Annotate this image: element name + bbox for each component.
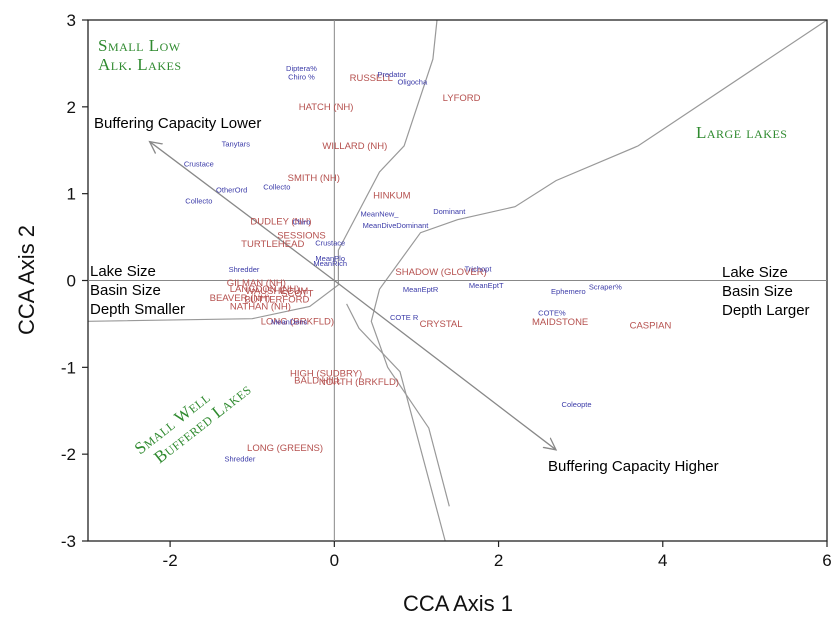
- group-label-line: Small Low: [98, 36, 181, 55]
- y-axis-title: CCA Axis 2: [14, 225, 39, 335]
- taxon-label: Trichopt: [465, 264, 493, 273]
- x-tick-label: 4: [658, 551, 667, 570]
- taxon-label: Scraper%: [589, 283, 622, 292]
- y-tick-label: -3: [61, 532, 76, 551]
- lake-label: SCOTT: [281, 289, 313, 300]
- taxon-label: MeanRich: [313, 259, 347, 268]
- y-tick-label: 3: [67, 11, 76, 30]
- lake-label: BEAVER (NH): [210, 293, 271, 304]
- taxon-label: Crustace: [184, 159, 214, 168]
- group-boundary-lines: [87, 19, 828, 542]
- gradient-label: Buffering Capacity Higher: [548, 458, 719, 475]
- taxon-label: MeanDens: [271, 317, 308, 326]
- lake-label: WAUSHECUM: [245, 286, 308, 297]
- taxon-label: Dominant: [396, 221, 429, 230]
- taxon-label: OtherOrd: [216, 185, 247, 194]
- gradient-label: Depth Smaller: [90, 301, 185, 318]
- taxon-label: Collecto: [185, 197, 212, 206]
- buffering-gradient-vectors: [150, 142, 556, 450]
- taxon-label: Shredder: [224, 455, 255, 464]
- gradient-label: Buffering Capacity Lower: [94, 115, 261, 132]
- lake-label: CASPIAN: [630, 321, 672, 332]
- y-tick-label: -1: [61, 358, 76, 377]
- taxon-label: COTE R: [390, 313, 419, 322]
- lake-label: LONG (GREENS): [247, 443, 323, 454]
- taxon-label: Diptera%: [286, 64, 317, 73]
- y-tick-label: -2: [61, 445, 76, 464]
- vector-arrow-2: [333, 279, 556, 450]
- lake-label: DUDLEY (NH): [250, 216, 311, 227]
- group-label-line: Alk. Lakes: [98, 55, 182, 74]
- gradient-label: Lake Size: [90, 263, 156, 280]
- ordination-labels: RUSSELL LYFORD HATCH (NH) WILLARD (NH) SMITH…: [184, 64, 672, 464]
- taxon-label: Ephemero: [551, 287, 586, 296]
- vector-arrow-1: [150, 142, 335, 282]
- lake-label: LONG (BRKFLD): [261, 316, 334, 327]
- gradient-label: Lake Size: [722, 264, 788, 281]
- group-label-line: Large lakes: [696, 123, 787, 142]
- taxon-label: Crustace: [315, 238, 345, 247]
- lake-label: LYFORD: [443, 93, 481, 104]
- lake-label: LANGDON (NH): [230, 284, 300, 295]
- lake-label: BUTTERFORD: [244, 295, 309, 306]
- taxon-label: Chiro %: [288, 72, 315, 81]
- taxon-label: MeanDive: [363, 221, 397, 230]
- taxon-label: Tanytars: [222, 139, 251, 148]
- taxon-label: Predator: [377, 70, 406, 79]
- taxon-label: Oligocha: [398, 78, 428, 87]
- lake-label: CRYSTAL: [420, 319, 463, 330]
- lake-label: WILLARD (NH): [322, 141, 387, 152]
- gradient-label: Basin Size: [722, 283, 793, 300]
- taxon-label: Chiro: [293, 217, 311, 226]
- y-tick-label: 1: [67, 185, 76, 204]
- lake-label: HINKUM: [373, 190, 411, 201]
- lake-label: NORTH (BRKFLD): [319, 377, 399, 388]
- lake-label: BALD HILL: [294, 375, 342, 386]
- lake-label: SHADOW (GLOVER): [395, 267, 486, 278]
- taxon-label: Shredder: [229, 265, 260, 274]
- group-label: Large lakes: [696, 123, 787, 142]
- x-axis-title: CCA Axis 1: [403, 591, 513, 616]
- taxon-label: MeanNew_: [361, 210, 400, 219]
- taxon-label: Dominant: [433, 207, 466, 216]
- x-tick-label: 0: [330, 551, 339, 570]
- taxon-label: COTE%: [538, 309, 566, 318]
- lake-label: HIGH (SUDBRY): [290, 368, 362, 379]
- taxon-label: Collecto: [263, 183, 290, 192]
- lake-label: TURTLEHEAD: [241, 239, 304, 250]
- lake-label: NATHAN (NH): [230, 302, 291, 313]
- taxon-label: MeanEptR: [403, 285, 439, 294]
- plot-frame: -2 0 2 4 6 -3 -2 -1 0 1 2 3: [61, 11, 832, 570]
- lake-label: SMITH (NH): [288, 173, 340, 184]
- taxon-label: MeanPlo: [315, 254, 345, 263]
- lake-label: SESSIONS: [277, 230, 326, 241]
- taxon-label: Coleopte: [562, 400, 592, 409]
- gradient-label: Depth Larger: [722, 302, 810, 319]
- y-tick-label: 0: [67, 272, 76, 291]
- boundary-line-1: [87, 19, 438, 322]
- lake-label: MAIDSTONE: [532, 317, 588, 328]
- y-tick-label: 2: [67, 98, 76, 117]
- x-tick-label: 2: [494, 551, 503, 570]
- boundary-line-2: [346, 303, 446, 542]
- x-tick-label: -2: [163, 551, 178, 570]
- x-tick-label: 6: [822, 551, 831, 570]
- gradient-label: Basin Size: [90, 282, 161, 299]
- lake-label: GILMAN (NH): [227, 278, 286, 289]
- lake-label: RUSSELL: [350, 73, 393, 84]
- boundary-line-3: [370, 19, 828, 507]
- taxon-label: MeanEptT: [469, 281, 504, 290]
- lake-label: HATCH (NH): [299, 102, 354, 113]
